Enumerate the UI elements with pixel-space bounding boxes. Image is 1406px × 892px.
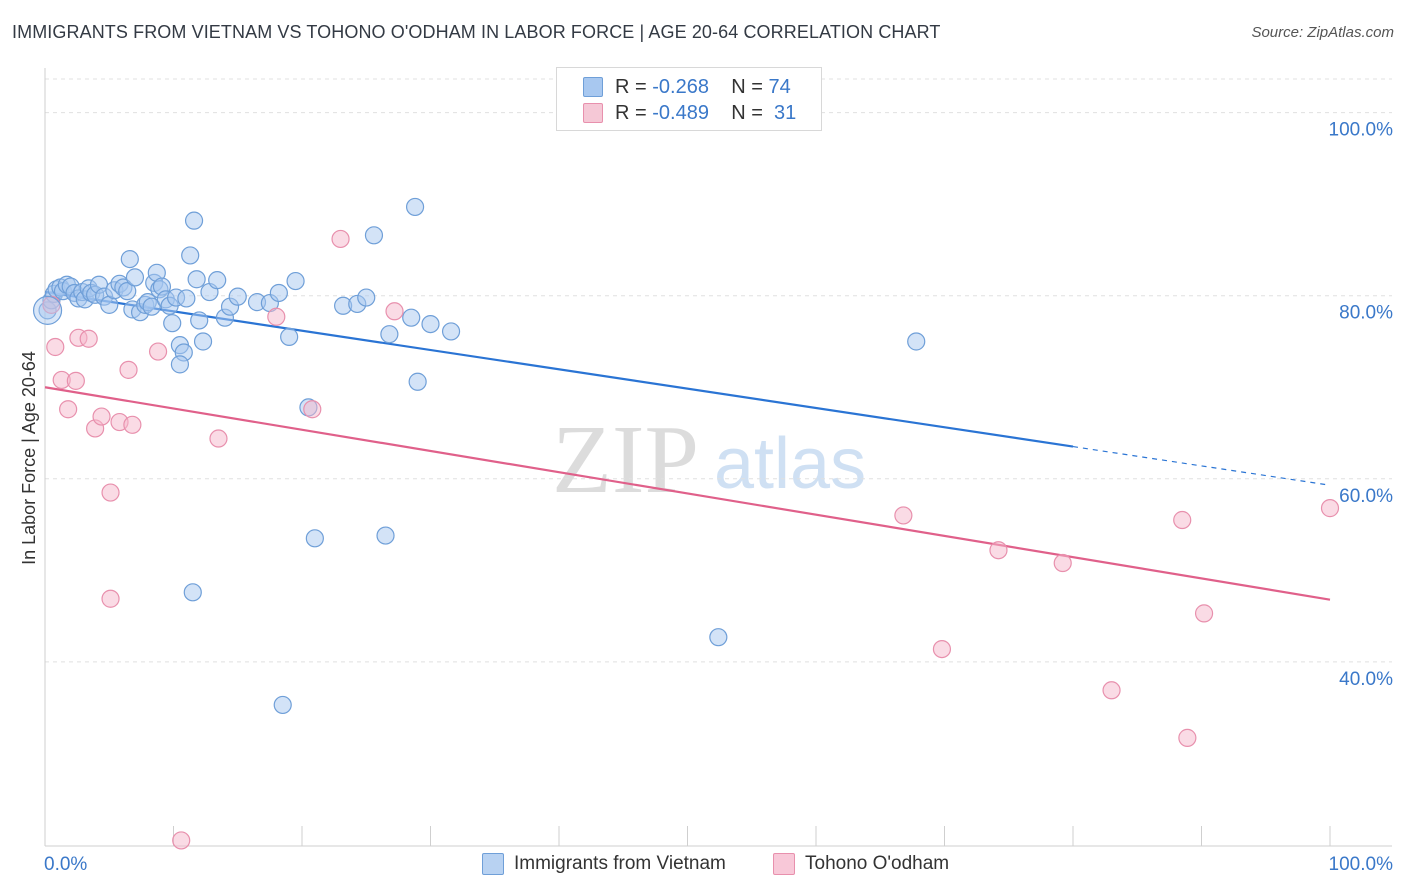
- point-vietnam: [183, 583, 202, 602]
- legend-r-value: -0.489: [652, 101, 709, 124]
- source-note: Source: ZipAtlas.com: [1251, 24, 1394, 41]
- point-vietnam: [273, 695, 292, 715]
- y-axis-label: In Labor Force | Age 20-64: [19, 351, 39, 565]
- point-tohono: [267, 307, 286, 326]
- point-tohono: [1194, 604, 1214, 623]
- legend-n-label: N =: [731, 101, 763, 124]
- x-tick-label: 0.0%: [44, 854, 87, 875]
- point-tohono: [385, 302, 404, 321]
- point-vietnam: [269, 283, 288, 303]
- point-tohono: [101, 483, 120, 502]
- point-tohono: [92, 407, 111, 426]
- point-tohono: [303, 400, 322, 419]
- point-tohono: [119, 360, 138, 379]
- point-vietnam: [402, 308, 421, 327]
- point-vietnam: [177, 289, 196, 308]
- y-tick-label: 80.0%: [1339, 303, 1393, 324]
- point-vietnam: [441, 322, 461, 341]
- point-vietnam: [181, 246, 200, 265]
- chart-title: IMMIGRANTS FROM VIETNAM VS TOHONO O'ODHA…: [12, 22, 941, 42]
- point-vietnam: [190, 311, 209, 330]
- point-vietnam: [405, 197, 425, 217]
- point-vietnam: [421, 314, 440, 334]
- legend-n-value: 74: [768, 75, 791, 98]
- point-tohono: [59, 400, 78, 419]
- point-tohono: [123, 415, 142, 434]
- x-tick-label: 100.0%: [1329, 854, 1394, 875]
- point-tohono: [209, 429, 228, 448]
- bottom-legend-label: Tohono O'odham: [805, 853, 950, 874]
- point-vietnam: [376, 526, 395, 545]
- y-tick-label: 40.0%: [1339, 669, 1393, 690]
- y-tick-label: 100.0%: [1329, 120, 1394, 141]
- point-vietnam: [208, 271, 227, 290]
- point-vietnam: [280, 327, 299, 347]
- point-tohono: [1173, 510, 1192, 530]
- bottom-legend-vietnam: Immigrants from Vietnam: [482, 850, 726, 878]
- legend-r-label: R =: [615, 75, 647, 98]
- watermark: ZIP atlas: [552, 406, 866, 514]
- point-vietnam: [187, 270, 206, 289]
- point-tohono: [932, 639, 952, 659]
- point-tohono: [1320, 499, 1340, 518]
- legend-row-tohono: R = -0.489 N = 31: [583, 101, 796, 125]
- point-vietnam: [184, 211, 204, 230]
- point-vietnam: [120, 249, 139, 269]
- point-tohono: [101, 589, 120, 608]
- point-vietnam: [142, 297, 161, 316]
- point-tohono: [1053, 553, 1072, 573]
- point-tohono: [46, 337, 65, 357]
- legend-swatch-pink: [583, 103, 603, 123]
- point-vietnam: [709, 628, 728, 647]
- legend-n-value: 31: [774, 101, 797, 124]
- trend-line-vietnam-dashed: [1072, 445, 1331, 486]
- bottom-legend-label: Immigrants from Vietnam: [514, 853, 726, 874]
- point-tohono: [148, 342, 168, 361]
- point-vietnam: [193, 332, 213, 351]
- point-tohono: [66, 371, 85, 390]
- watermark-zip: ZIP: [552, 406, 699, 514]
- legend-r-value: -0.268: [652, 75, 709, 98]
- point-vietnam: [357, 288, 376, 307]
- legend-r-label: R =: [615, 101, 647, 124]
- legend-n-label: N =: [731, 75, 763, 98]
- point-vietnam: [163, 314, 182, 333]
- point-vietnam: [286, 271, 305, 291]
- point-vietnam: [170, 355, 190, 374]
- bottom-legend-swatch-pink: [773, 853, 795, 875]
- correlation-legend: R = -0.268 N = 74 R = -0.489 N = 31: [556, 67, 822, 131]
- watermark-atlas: atlas: [714, 424, 866, 504]
- point-tohono: [1102, 681, 1121, 700]
- point-vietnam: [364, 226, 384, 245]
- point-vietnam: [125, 268, 145, 287]
- point-tohono: [172, 831, 191, 850]
- point-vietnam: [118, 282, 137, 301]
- point-tohono: [1178, 728, 1197, 747]
- point-tohono: [331, 229, 350, 249]
- legend-row-vietnam: R = -0.268 N = 74: [583, 75, 791, 99]
- point-vietnam: [907, 332, 926, 351]
- bottom-legend-swatch-blue: [482, 853, 504, 875]
- trend-line-tohono: [44, 386, 1331, 601]
- bottom-legend-tohono: Tohono O'odham: [773, 850, 949, 878]
- point-vietnam: [408, 372, 427, 391]
- point-vietnam: [32, 295, 63, 325]
- legend-swatch-blue: [583, 77, 603, 97]
- point-vietnam: [305, 529, 324, 548]
- point-vietnam: [228, 287, 247, 306]
- y-tick-label: 60.0%: [1339, 486, 1393, 507]
- point-tohono: [894, 506, 913, 525]
- point-vietnam: [380, 325, 399, 344]
- point-tohono: [79, 329, 98, 348]
- point-tohono: [989, 541, 1008, 560]
